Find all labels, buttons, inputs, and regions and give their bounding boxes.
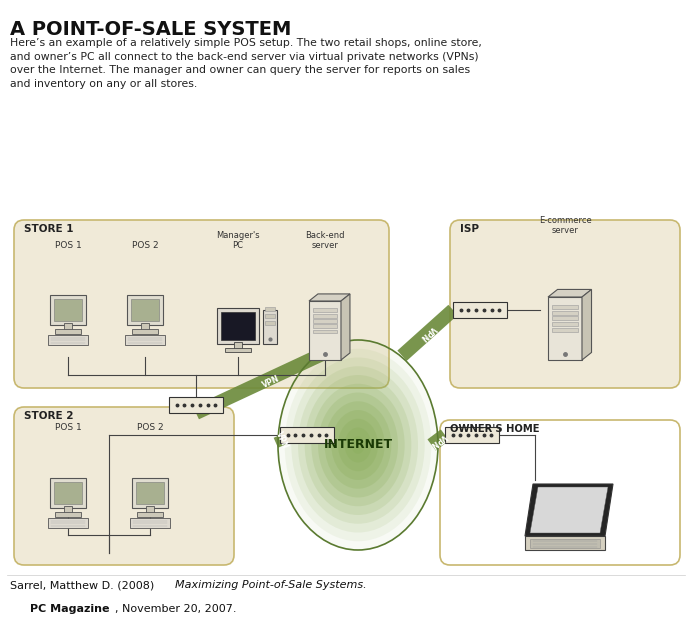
Bar xyxy=(50,478,86,508)
Bar xyxy=(127,295,163,325)
Text: INTERNET: INTERNET xyxy=(323,438,392,452)
Text: POS 2: POS 2 xyxy=(137,423,163,432)
Ellipse shape xyxy=(304,375,411,515)
Bar xyxy=(48,335,88,345)
Bar xyxy=(265,307,275,311)
Ellipse shape xyxy=(352,436,365,454)
Text: VPN: VPN xyxy=(428,431,448,449)
Polygon shape xyxy=(530,487,608,533)
Bar xyxy=(137,512,163,517)
Bar xyxy=(552,305,578,309)
Bar xyxy=(309,301,341,360)
Text: Maximizing Point-of-Sale Systems.: Maximizing Point-of-Sale Systems. xyxy=(175,580,367,590)
Bar xyxy=(552,322,578,326)
Text: A POINT-OF-SALE SYSTEM: A POINT-OF-SALE SYSTEM xyxy=(10,20,291,39)
Text: Sarrel, Matthew D. (2008): Sarrel, Matthew D. (2008) xyxy=(10,580,161,590)
Bar xyxy=(234,342,242,349)
Polygon shape xyxy=(548,289,592,297)
FancyBboxPatch shape xyxy=(440,420,680,565)
Bar xyxy=(530,539,600,548)
Ellipse shape xyxy=(345,428,372,462)
Bar xyxy=(265,314,275,318)
Ellipse shape xyxy=(325,401,392,489)
Text: VPN: VPN xyxy=(275,430,290,450)
Bar xyxy=(221,312,255,340)
Bar xyxy=(280,427,334,443)
Bar xyxy=(552,328,578,331)
Text: POS 1: POS 1 xyxy=(55,423,82,432)
Ellipse shape xyxy=(338,419,378,471)
Bar xyxy=(55,512,81,517)
Text: STORE 1: STORE 1 xyxy=(24,224,73,234)
Text: ISP: ISP xyxy=(460,224,479,234)
Bar xyxy=(64,506,72,513)
FancyBboxPatch shape xyxy=(14,407,234,565)
Bar xyxy=(217,308,259,344)
Bar xyxy=(313,319,337,323)
Polygon shape xyxy=(309,294,350,301)
Text: POS 2: POS 2 xyxy=(131,241,158,250)
Bar xyxy=(313,308,337,312)
Bar xyxy=(146,506,154,513)
Bar xyxy=(445,427,499,443)
Bar xyxy=(313,329,337,333)
Text: Here’s an example of a relatively simple POS setup. The two retail shops, online: Here’s an example of a relatively simple… xyxy=(10,38,482,89)
Bar xyxy=(169,397,223,413)
Bar xyxy=(265,321,275,325)
Text: VPN: VPN xyxy=(418,323,437,342)
Bar xyxy=(525,536,605,550)
Polygon shape xyxy=(341,294,350,360)
Text: POS 1: POS 1 xyxy=(55,241,82,250)
Bar xyxy=(313,324,337,328)
Text: STORE 2: STORE 2 xyxy=(24,411,73,421)
Bar xyxy=(125,335,165,345)
Ellipse shape xyxy=(311,384,405,507)
Polygon shape xyxy=(582,289,592,360)
Bar xyxy=(132,329,158,334)
Bar xyxy=(225,348,251,352)
Bar xyxy=(130,518,170,528)
Ellipse shape xyxy=(284,349,431,541)
Bar xyxy=(50,295,86,325)
Bar xyxy=(552,316,578,320)
Text: OWNER'S HOME: OWNER'S HOME xyxy=(450,424,540,434)
Bar xyxy=(54,482,82,504)
Ellipse shape xyxy=(298,366,418,524)
Bar xyxy=(552,311,578,314)
Bar xyxy=(453,302,507,318)
Bar xyxy=(141,323,149,330)
Text: VPN: VPN xyxy=(261,374,281,390)
Text: E-commerce
server: E-commerce server xyxy=(538,215,592,235)
Bar xyxy=(55,329,81,334)
Text: Manager's
PC: Manager's PC xyxy=(216,231,260,250)
FancyBboxPatch shape xyxy=(14,220,389,388)
Bar xyxy=(131,299,159,321)
Text: Back-end
server: Back-end server xyxy=(305,231,345,250)
Bar xyxy=(548,297,582,360)
Ellipse shape xyxy=(331,410,385,480)
FancyBboxPatch shape xyxy=(450,220,680,388)
Polygon shape xyxy=(525,484,613,536)
Ellipse shape xyxy=(291,357,425,532)
Text: PC Magazine: PC Magazine xyxy=(30,604,109,614)
Ellipse shape xyxy=(318,392,398,498)
Ellipse shape xyxy=(278,340,438,550)
Bar xyxy=(136,482,164,504)
Bar xyxy=(263,310,277,344)
Text: , November 20, 2007.: , November 20, 2007. xyxy=(115,604,237,614)
Bar xyxy=(313,314,337,318)
Bar xyxy=(64,323,72,330)
Bar xyxy=(48,518,88,528)
Bar xyxy=(54,299,82,321)
Bar xyxy=(132,478,168,508)
